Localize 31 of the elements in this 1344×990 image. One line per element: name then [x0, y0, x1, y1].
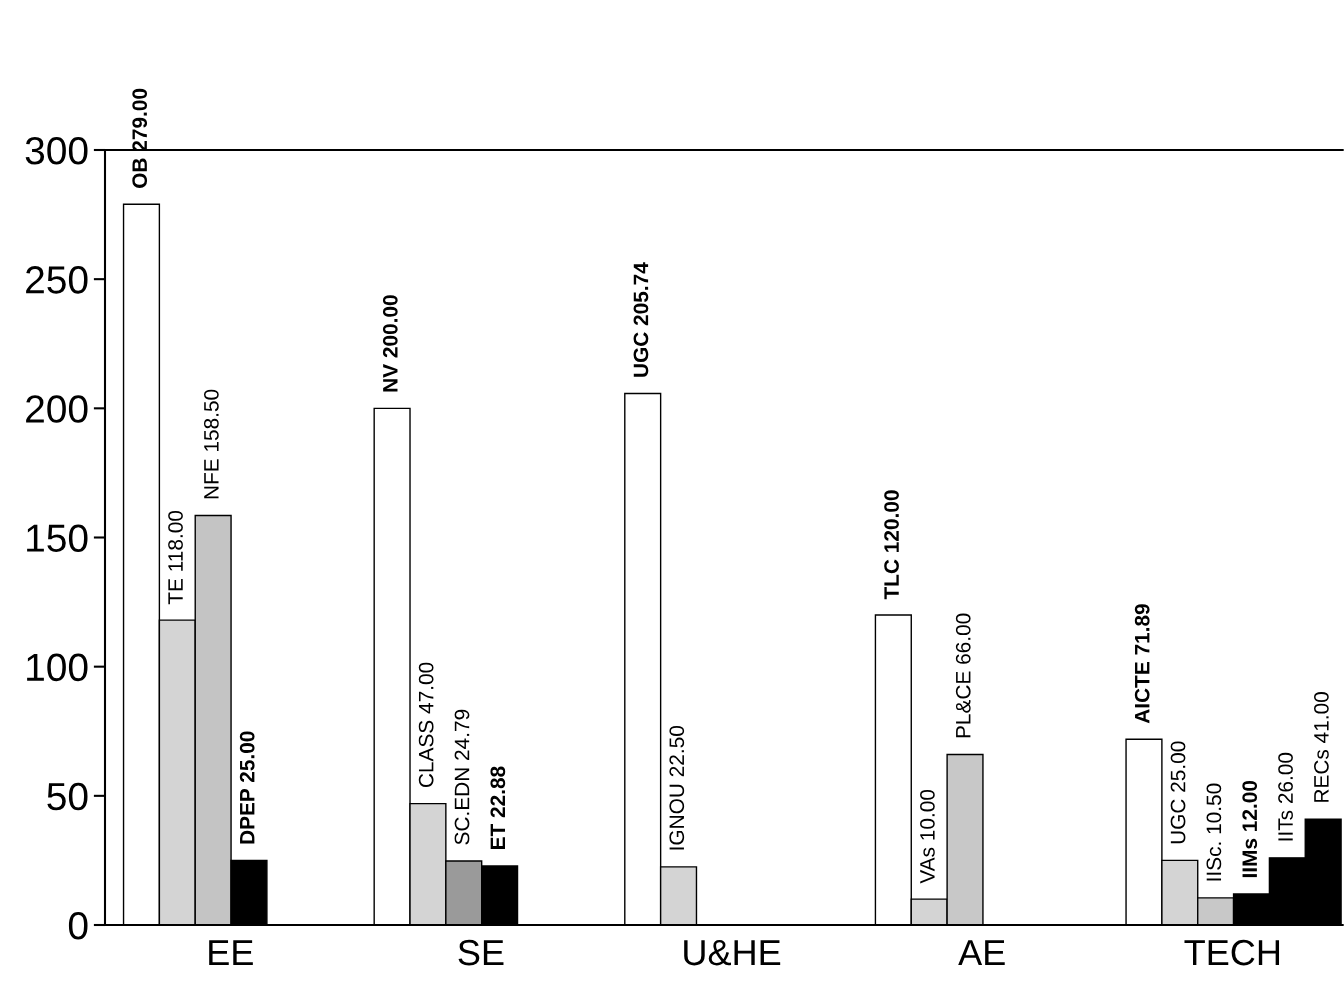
data-label: NV 200.00	[382, 295, 398, 392]
y-tick-label: 100	[27, 653, 88, 682]
data-label: IISc. 10.50	[1206, 783, 1222, 881]
y-tick-label: 300	[25, 136, 88, 165]
y-tick-label: 200	[26, 395, 88, 423]
data-label: RECs 41.00	[1314, 692, 1329, 802]
y-tick-label: 250	[26, 266, 88, 294]
data-label: DPEP 25.00	[239, 731, 255, 844]
data-label: NFE 158.50	[203, 389, 219, 499]
data-label: ET 22.88	[490, 766, 506, 849]
x-tick-label: AE	[958, 940, 1005, 966]
data-label: IITs 26.00	[1278, 752, 1293, 841]
data-label: TLC 120.00	[884, 490, 899, 600]
data-label: VAs 10.00	[920, 789, 935, 884]
y-tick-label: 150	[27, 524, 88, 552]
x-tick-label: U&HE	[684, 940, 781, 966]
x-tick-label: SE	[458, 939, 504, 966]
data-label: TE 118.00	[168, 510, 183, 605]
data-label: IIMs 12.00	[1242, 780, 1258, 878]
data-label: UGC 205.74	[633, 262, 649, 377]
y-tick-label: 50	[47, 782, 88, 811]
data-label: AICTE 71.89	[1134, 604, 1150, 724]
data-label: CLASS 47.00	[418, 662, 434, 788]
data-label: UGC 25.00	[1170, 741, 1186, 844]
x-tick-label: TECH	[1184, 939, 1280, 966]
x-tick-label: EE	[209, 940, 253, 966]
data-label: SC.EDN 24.79	[454, 709, 470, 845]
y-tick-label: 0	[68, 911, 88, 940]
data-label: OB 279.00	[132, 88, 148, 188]
data-label: IGNOU 22.50	[669, 725, 685, 850]
data-label: PL&CE 66.00	[955, 613, 971, 738]
